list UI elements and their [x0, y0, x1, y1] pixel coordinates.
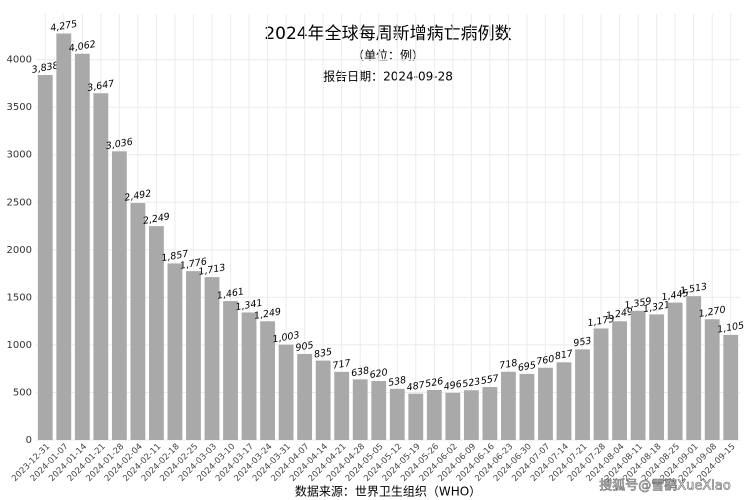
bar — [204, 277, 220, 440]
value-label: 695 — [517, 360, 537, 374]
value-label: 1,359 — [624, 296, 653, 312]
value-label: 1,857 — [161, 249, 190, 265]
bar — [315, 360, 331, 440]
value-label: 1,445 — [661, 288, 690, 304]
value-label: 523 — [461, 376, 481, 390]
y-tick-label: 2500 — [7, 197, 32, 208]
bar — [538, 367, 553, 440]
bar — [167, 263, 183, 440]
value-label: 3,647 — [86, 78, 115, 94]
bar — [723, 334, 739, 440]
bar — [241, 312, 257, 440]
bar — [223, 301, 238, 440]
value-label: 1,713 — [198, 262, 227, 278]
bar — [334, 371, 350, 440]
bar — [111, 151, 127, 440]
bar — [74, 53, 90, 441]
value-label: 953 — [573, 335, 593, 349]
bar — [482, 387, 498, 440]
bar — [352, 379, 368, 440]
bar — [408, 393, 424, 440]
value-label: 1,513 — [679, 281, 708, 297]
bar — [426, 389, 442, 440]
value-label: 1,270 — [698, 304, 727, 320]
bar — [260, 321, 275, 440]
bar — [575, 349, 590, 440]
value-label: 4,275 — [49, 19, 78, 35]
value-label: 1,173 — [587, 314, 616, 330]
value-label: 718 — [499, 358, 519, 372]
value-label: 1,461 — [216, 286, 245, 302]
value-label: 1,003 — [272, 330, 301, 346]
report-date: 报告日期：2024-09-28 — [323, 69, 453, 84]
y-tick-label: 3500 — [7, 102, 32, 113]
bar — [445, 392, 461, 440]
value-label: 2,249 — [142, 211, 171, 227]
bar — [297, 353, 313, 440]
value-label: 1,249 — [253, 306, 282, 322]
bar — [37, 75, 53, 440]
value-label: 4,062 — [68, 39, 97, 55]
value-label: 557 — [480, 373, 500, 387]
value-label: 1,341 — [235, 298, 264, 314]
value-label: 1,776 — [179, 256, 208, 272]
bar — [93, 93, 109, 440]
bar — [149, 226, 164, 440]
bar — [278, 344, 294, 440]
value-label: 1,249 — [605, 306, 634, 322]
bar — [186, 271, 201, 440]
source: 数据来源：世界卫生组织（WHO） — [295, 484, 481, 499]
y-tick-label: 1500 — [7, 292, 32, 303]
value-label: 638 — [350, 365, 370, 379]
value-label: 760 — [536, 354, 556, 368]
value-label: 2,492 — [124, 188, 153, 204]
bar — [463, 390, 479, 440]
value-label: 817 — [554, 348, 574, 362]
y-tick-label: 4000 — [7, 55, 32, 66]
bar — [593, 328, 609, 440]
value-label: 905 — [295, 340, 315, 354]
value-label: 538 — [387, 375, 407, 389]
bar — [501, 371, 516, 440]
value-label: 3,036 — [105, 137, 134, 153]
bar — [667, 302, 683, 440]
watermark: 搜狐号@雪鹞XueXiao — [599, 478, 731, 494]
bar — [389, 388, 405, 440]
bar — [612, 321, 627, 440]
y-tick-label: 2000 — [7, 245, 32, 256]
chart-subtitle: （单位：例） — [352, 48, 424, 63]
bar — [686, 296, 702, 440]
y-tick-label: 0 — [26, 435, 32, 446]
bar — [649, 314, 665, 440]
value-label: 620 — [369, 367, 389, 381]
bar — [56, 33, 72, 440]
bar — [630, 310, 646, 440]
bar — [371, 381, 387, 440]
bar — [130, 203, 146, 440]
value-label: 1,321 — [642, 300, 671, 316]
value-label: 526 — [424, 376, 444, 390]
y-tick-label: 500 — [13, 387, 32, 398]
y-tick-label: 3000 — [7, 150, 32, 161]
chart-title: 2024年全球每周新增病亡病例数 — [264, 24, 511, 44]
value-label: 3,838 — [31, 60, 60, 76]
value-label: 1,105 — [716, 320, 745, 336]
value-label: 487 — [406, 380, 426, 394]
value-label: 496 — [443, 379, 463, 393]
value-label: 835 — [313, 347, 333, 361]
bar — [704, 319, 720, 440]
value-label: 717 — [332, 358, 352, 372]
bar — [519, 373, 535, 440]
bar — [556, 362, 572, 440]
y-tick-label: 1000 — [7, 340, 32, 351]
